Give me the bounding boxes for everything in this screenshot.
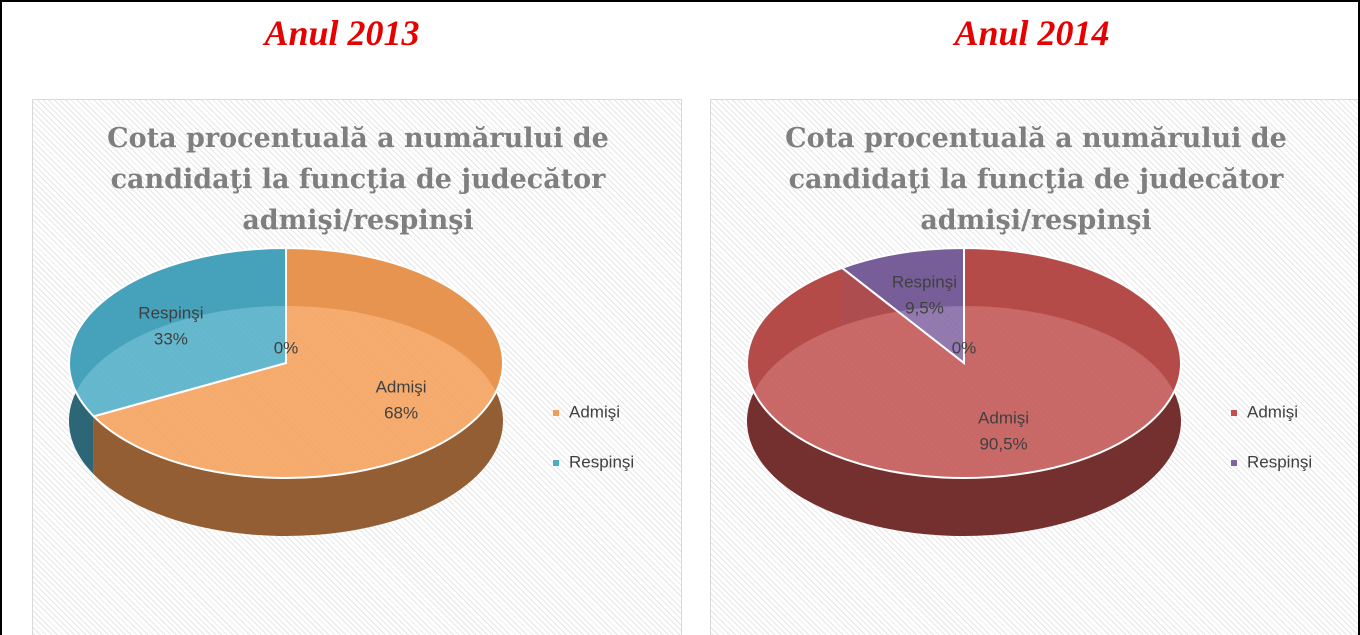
chart-title: Cota procentuală a numărului de candidaţ… <box>785 123 1287 236</box>
legend-marker <box>553 410 559 416</box>
pie-slice <box>839 246 965 366</box>
year-heading: Anul 2014 <box>954 13 1110 53</box>
legend-marker <box>553 460 559 466</box>
data-label: 0% <box>274 339 299 358</box>
legend-marker <box>1231 410 1237 416</box>
pie-slice <box>91 246 504 479</box>
legend-label: Admişi <box>569 402 620 421</box>
data-label: 0% <box>952 339 977 358</box>
data-label: 33% <box>154 330 188 349</box>
chart-box: Cota procentuală a numărului de candidaţ… <box>32 99 682 635</box>
legend-label: Respinşi <box>569 452 634 471</box>
legend-label: Admişi <box>1247 402 1298 421</box>
data-label-name: Respinşi <box>892 272 957 291</box>
chart: Admişi 90,5% Respinşi 9,5% 0% Admişi Respinşi <box>746 246 1312 536</box>
chart: Admişi 68% Respinşi 33% 0% Admişi Respinşi <box>68 246 634 536</box>
legend-marker <box>1231 460 1237 466</box>
data-label-name: Admişi <box>978 409 1029 428</box>
legend-label: Respinşi <box>1247 452 1312 471</box>
year-heading: Anul 2013 <box>264 13 420 53</box>
pie-slice <box>68 246 287 418</box>
data-label-name: Admişi <box>376 377 427 396</box>
data-label: 9,5% <box>905 298 944 317</box>
data-label: 90,5% <box>979 435 1027 454</box>
data-label: 68% <box>384 403 418 422</box>
chart-box: Cota procentuală a numărului de candidaţ… <box>710 99 1358 635</box>
chart-title: Cota procentuală a numărului de candidaţ… <box>107 123 609 236</box>
data-label-name: Respinşi <box>138 304 203 323</box>
